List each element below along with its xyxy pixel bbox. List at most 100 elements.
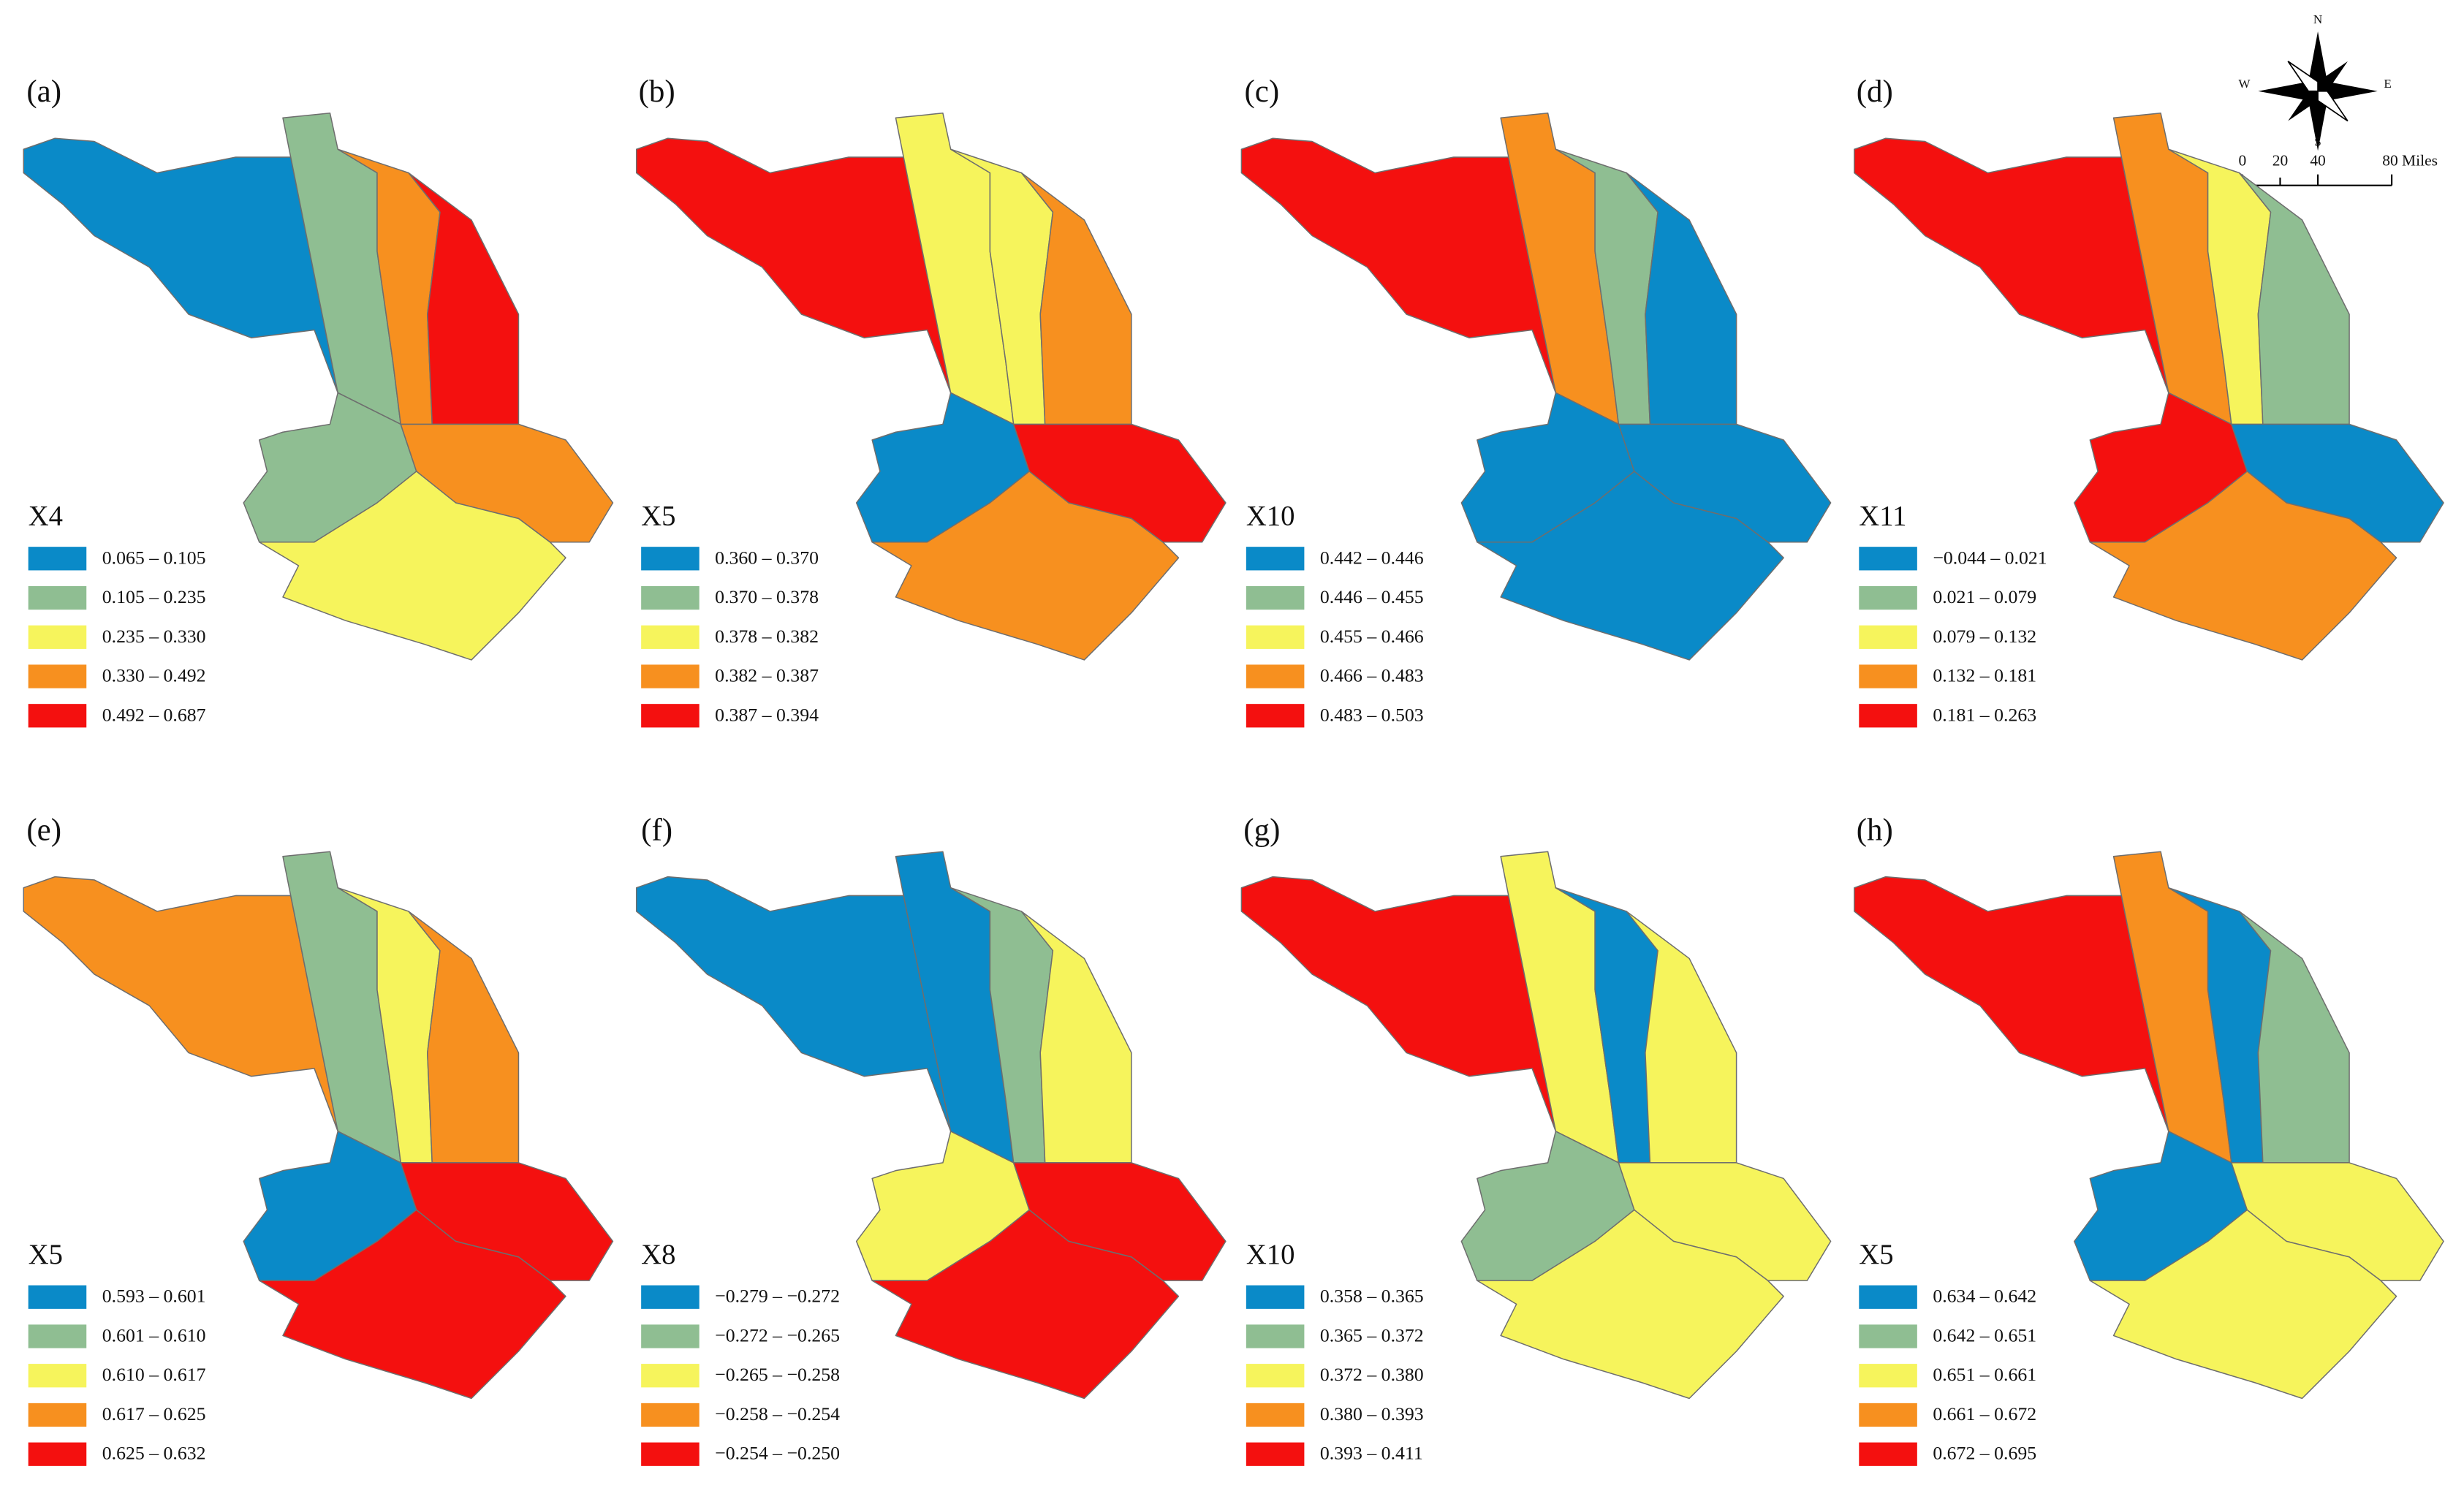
region	[1476, 1209, 1784, 1400]
compass-w: W	[2238, 77, 2251, 91]
map	[635, 113, 1227, 661]
map	[1854, 113, 2444, 661]
map	[23, 851, 614, 1400]
panel-label: (f)	[641, 813, 672, 847]
compass-point	[2308, 91, 2327, 151]
legend-swatch	[1246, 1403, 1305, 1427]
compass-e: E	[2384, 77, 2392, 91]
legend-swatch	[1246, 625, 1305, 649]
legend-swatch	[1859, 704, 1917, 728]
legend-swatch	[641, 585, 700, 610]
legend-swatch	[1246, 664, 1305, 688]
legend-label: 0.455 – 0.466	[1320, 626, 1424, 647]
legend-swatch	[1859, 625, 1917, 649]
legend-label: −0.272 – −0.265	[715, 1324, 840, 1346]
legend-swatch	[28, 625, 87, 649]
legend-title: X10	[1246, 1240, 1295, 1270]
compass-point	[2288, 91, 2319, 121]
compass-point	[2318, 81, 2378, 101]
region	[635, 876, 952, 1132]
legend-label: −0.258 – −0.254	[715, 1403, 840, 1424]
legend-label: 0.446 – 0.455	[1320, 586, 1424, 607]
scale-bar: 0 20 40 80 Miles	[2238, 151, 2438, 186]
legend-label: 0.642 – 0.651	[1933, 1324, 2036, 1346]
compass-point	[2258, 81, 2319, 101]
region	[23, 137, 338, 394]
legend-title: X10	[1246, 501, 1295, 531]
legend-label: 0.651 – 0.661	[1933, 1364, 2036, 1385]
legend-title: X5	[29, 1240, 63, 1270]
map	[1240, 113, 1832, 661]
compass-point	[2317, 90, 2349, 122]
legend-label: 0.380 – 0.393	[1320, 1403, 1424, 1424]
scale-label: 0	[2238, 151, 2246, 169]
scale-label: 40	[2310, 151, 2325, 169]
panel-label: (a)	[26, 75, 61, 109]
scale-label: 80 Miles	[2382, 151, 2438, 169]
legend-label: 0.330 – 0.492	[102, 665, 206, 686]
compass-s: S	[2314, 135, 2321, 149]
panel-label: (b)	[639, 75, 675, 109]
legend-swatch	[28, 547, 87, 571]
map-panel: (b) X5 0.360 – 0.370 0.370 – 0.378 0.378 – 0…	[635, 75, 1227, 728]
map	[1240, 851, 1832, 1400]
legend-swatch	[28, 704, 87, 728]
legend-swatch	[1859, 1364, 1917, 1388]
legend-label: −0.044 – 0.021	[1933, 547, 2047, 568]
scale-label: 20	[2272, 151, 2288, 169]
legend-label: 0.634 – 0.642	[1933, 1286, 2036, 1307]
legend-label: 0.235 – 0.330	[102, 626, 206, 647]
map	[635, 851, 1227, 1400]
compass-n: N	[2313, 12, 2323, 26]
legend-swatch	[1246, 1364, 1305, 1388]
legend-swatch	[641, 1324, 700, 1348]
region	[258, 1209, 566, 1400]
legend-label: 0.387 – 0.394	[715, 704, 819, 725]
legend-label: 0.661 – 0.672	[1933, 1403, 2036, 1424]
legend-swatch	[1246, 1285, 1305, 1309]
legend-swatch	[641, 625, 700, 649]
legend-swatch	[1246, 547, 1305, 571]
legend-label: 0.601 – 0.610	[102, 1324, 206, 1346]
legend-swatch	[1859, 1403, 1917, 1427]
legend-swatch	[641, 1364, 700, 1388]
legend-swatch	[1246, 585, 1305, 610]
legend-swatch	[28, 1324, 87, 1348]
legend-label: 0.617 – 0.625	[102, 1403, 206, 1424]
map-panel: (c) X10 0.442 – 0.446 0.446 – 0.455 0.455 – …	[1240, 75, 1832, 728]
legend-label: 0.483 – 0.503	[1320, 704, 1424, 725]
legend-label: −0.265 – −0.258	[715, 1364, 840, 1385]
legend-swatch	[641, 1403, 700, 1427]
region	[635, 137, 952, 394]
legend-label: 0.625 – 0.632	[102, 1443, 206, 1464]
legend-label: 0.065 – 0.105	[102, 547, 206, 568]
legend-swatch	[641, 547, 700, 571]
panel-label: (c)	[1244, 75, 1279, 109]
legend-label: 0.181 – 0.263	[1933, 704, 2036, 725]
panel-label: (g)	[1243, 813, 1280, 847]
legend-label: 0.370 – 0.378	[715, 586, 819, 607]
legend-label: 0.360 – 0.370	[715, 547, 819, 568]
region	[871, 471, 1180, 661]
legend-label: 0.382 – 0.387	[715, 665, 819, 686]
map	[23, 113, 614, 661]
region	[1240, 137, 1557, 394]
legend-swatch	[641, 664, 700, 688]
legend-title: X4	[29, 501, 63, 531]
map-panel: (h) X5 0.634 – 0.642 0.642 – 0.651 0.651 – 0…	[1854, 813, 2444, 1466]
map	[1854, 851, 2444, 1400]
legend-swatch	[641, 1285, 700, 1309]
legend-swatch	[1246, 1324, 1305, 1348]
legend-title: X5	[1859, 1240, 1893, 1270]
legend-label: 0.021 – 0.079	[1933, 586, 2036, 607]
legend-label: 0.442 – 0.446	[1320, 547, 1424, 568]
legend-label: 0.672 – 0.695	[1933, 1443, 2036, 1464]
legend-swatch	[28, 1442, 87, 1466]
compass-point	[2318, 61, 2348, 91]
map-panel: (a) X4 0.065 – 0.105 0.105 – 0.235 0.235 – 0…	[23, 75, 614, 728]
legend-label: 0.365 – 0.372	[1320, 1324, 1424, 1346]
legend-swatch	[28, 664, 87, 688]
region	[1240, 876, 1557, 1132]
